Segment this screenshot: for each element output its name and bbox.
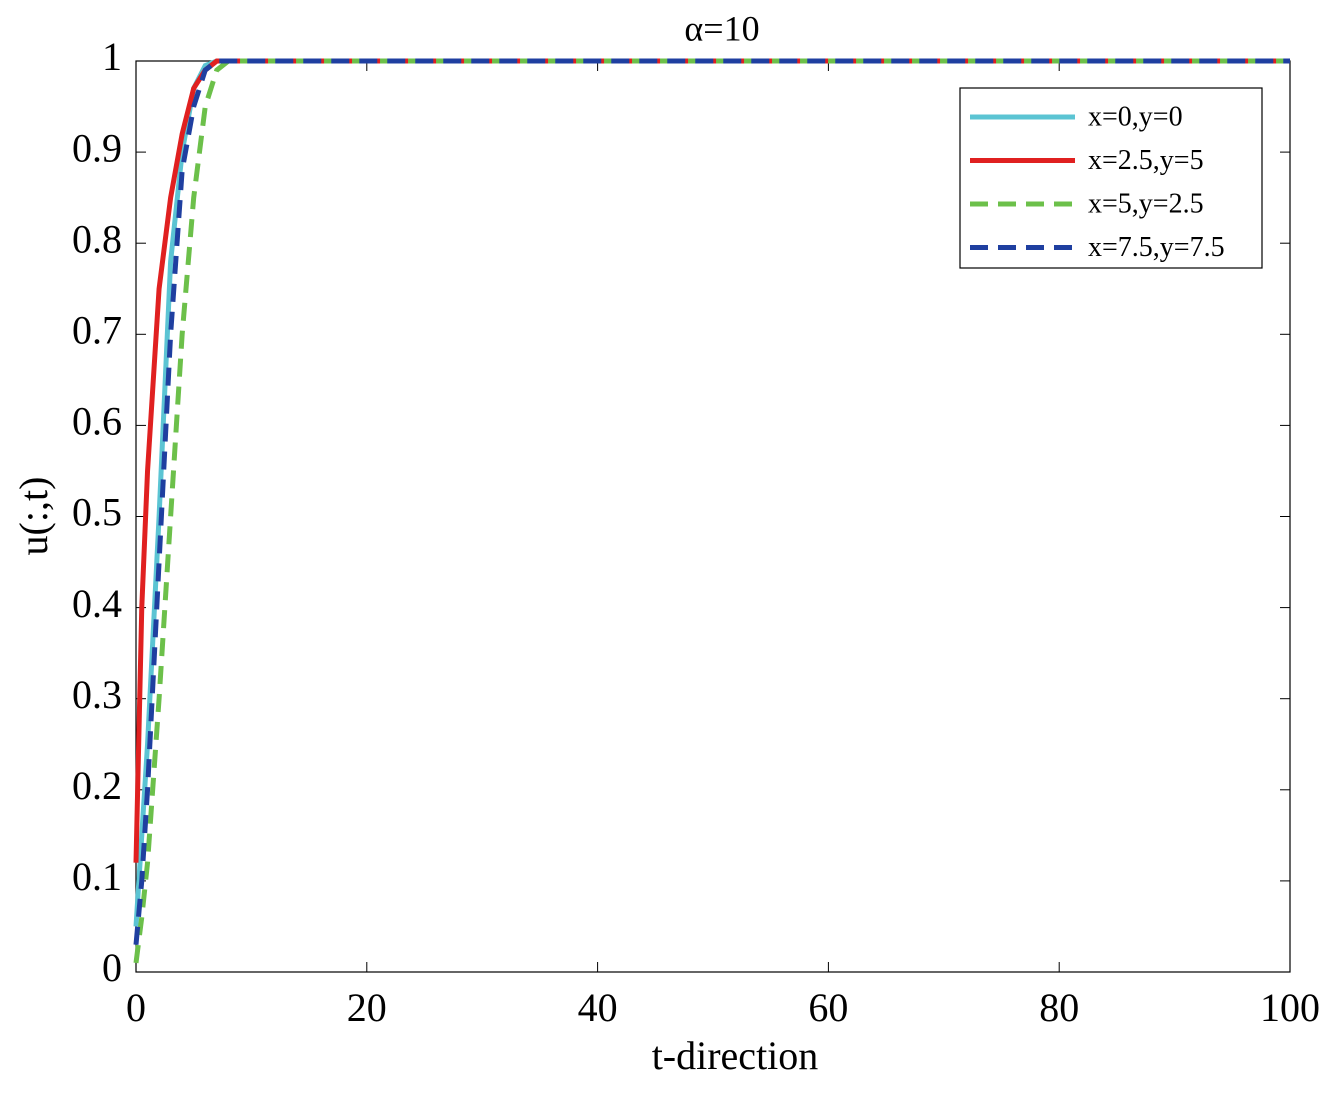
- x-axis-label: t-direction: [652, 1033, 819, 1078]
- y-tick-label: 0.4: [72, 581, 122, 626]
- y-tick-label: 0.2: [72, 763, 122, 808]
- y-axis-label: u(:,t): [11, 477, 56, 556]
- y-tick-label: 0.5: [72, 490, 122, 535]
- y-tick-label: 0.3: [72, 672, 122, 717]
- y-tick-label: 0.7: [72, 307, 122, 352]
- y-tick-label: 1: [102, 34, 122, 79]
- chart-title: α=10: [684, 8, 759, 48]
- x-tick-label: 20: [347, 985, 387, 1030]
- series-line: [133, 58, 1290, 945]
- legend-label: x=2.5,y=5: [1088, 145, 1204, 176]
- legend-label: x=5,y=2.5: [1088, 188, 1204, 219]
- y-tick-label: 0.8: [72, 216, 122, 261]
- y-tick-label: 0.6: [72, 399, 122, 444]
- y-tick-label: 0: [102, 945, 122, 990]
- legend-label: x=0,y=0: [1088, 101, 1183, 132]
- x-tick-label: 100: [1260, 985, 1320, 1030]
- series-line: [133, 58, 1290, 964]
- x-tick-label: 0: [126, 985, 146, 1030]
- y-tick-label: 0.9: [72, 125, 122, 170]
- x-tick-label: 60: [808, 985, 848, 1030]
- x-tick-label: 80: [1039, 985, 1079, 1030]
- x-tick-label: 40: [578, 985, 618, 1030]
- y-tick-label: 0.1: [72, 854, 122, 899]
- legend-label: x=7.5,y=7.5: [1088, 232, 1225, 263]
